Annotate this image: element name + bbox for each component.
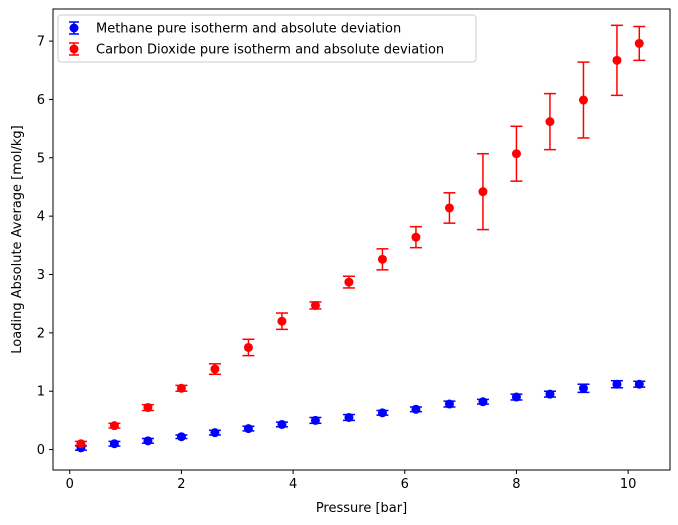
data-point-methane: [277, 419, 287, 429]
axes: [52, 8, 671, 471]
data-point-carbon-dioxide: [310, 300, 320, 310]
data-point-methane: [634, 379, 644, 389]
data-point-methane: [377, 408, 387, 418]
data-point-methane: [545, 389, 555, 399]
error-bars: [74, 24, 646, 451]
data-point-carbon-dioxide: [143, 403, 153, 413]
legend-point: [69, 23, 79, 33]
data-point-carbon-dioxide: [612, 55, 622, 65]
data-point-methane: [344, 412, 354, 422]
legend-marker-carbon-dioxide: [69, 42, 79, 56]
data-point-carbon-dioxide: [109, 421, 119, 431]
data-point-methane: [612, 379, 622, 389]
legend-label-carbon-dioxide: Carbon Dioxide pure isotherm and absolut…: [96, 43, 444, 58]
y-axis-label: Loading Absolute Average [mol/kg]: [10, 125, 25, 353]
data-point-carbon-dioxide: [243, 342, 253, 352]
markers: [76, 38, 644, 453]
legend-box: [57, 14, 477, 63]
data-point-methane: [176, 432, 186, 442]
x-tick-label: 2: [177, 477, 185, 492]
data-point-carbon-dioxide: [277, 316, 287, 326]
legend-label-methane: Methane pure isotherm and absolute devia…: [96, 22, 401, 37]
data-point-methane: [109, 439, 119, 449]
y-tick-label: 0: [37, 443, 45, 458]
data-point-methane: [511, 392, 521, 402]
legend-point: [69, 44, 79, 54]
x-tick-label: 8: [512, 477, 520, 492]
data-point-carbon-dioxide: [411, 232, 421, 242]
legend-entry-methane: Methane pure isotherm and absolute devia…: [69, 21, 401, 37]
data-point-carbon-dioxide: [578, 95, 588, 105]
x-axis-label: Pressure [bar]: [316, 501, 407, 516]
x-tick-label: 6: [401, 477, 409, 492]
axes-frame: [52, 8, 671, 471]
data-point-methane: [478, 397, 488, 407]
data-point-carbon-dioxide: [176, 383, 186, 393]
x-tick-label: 4: [289, 477, 297, 492]
data-point-methane: [310, 415, 320, 425]
y-axis-ticks: 0 1 2 3 4 5 6 7: [37, 35, 53, 458]
data-point-methane: [411, 404, 421, 414]
data-point-methane: [578, 383, 588, 393]
data-point-carbon-dioxide: [444, 203, 454, 213]
legend: Methane pure isotherm and absolute devia…: [57, 14, 477, 63]
data-point-carbon-dioxide: [478, 187, 488, 197]
x-axis-ticks: 0 2 4 6 8 10: [66, 470, 637, 492]
y-tick-label: 2: [37, 326, 45, 341]
data-point-carbon-dioxide: [344, 277, 354, 287]
legend-marker-methane: [69, 21, 79, 35]
y-tick-label: 3: [37, 268, 45, 283]
y-tick-label: 1: [37, 385, 45, 400]
data-point-carbon-dioxide: [511, 149, 521, 159]
x-tick-label: 10: [620, 477, 637, 492]
y-tick-label: 4: [37, 210, 45, 225]
data-point-carbon-dioxide: [76, 439, 86, 449]
data-point-methane: [143, 436, 153, 446]
y-tick-label: 5: [37, 151, 45, 166]
data-point-carbon-dioxide: [377, 254, 387, 264]
data-point-carbon-dioxide: [545, 117, 555, 127]
data-point-methane: [444, 399, 454, 409]
data-point-carbon-dioxide: [634, 38, 644, 48]
data-point-carbon-dioxide: [210, 364, 220, 374]
y-tick-label: 7: [37, 35, 45, 50]
y-tick-label: 6: [37, 93, 45, 108]
data-point-methane: [243, 424, 253, 434]
data-point-methane: [210, 428, 220, 438]
x-tick-label: 0: [66, 477, 74, 492]
legend-entry-carbon-dioxide: Carbon Dioxide pure isotherm and absolut…: [69, 42, 444, 58]
